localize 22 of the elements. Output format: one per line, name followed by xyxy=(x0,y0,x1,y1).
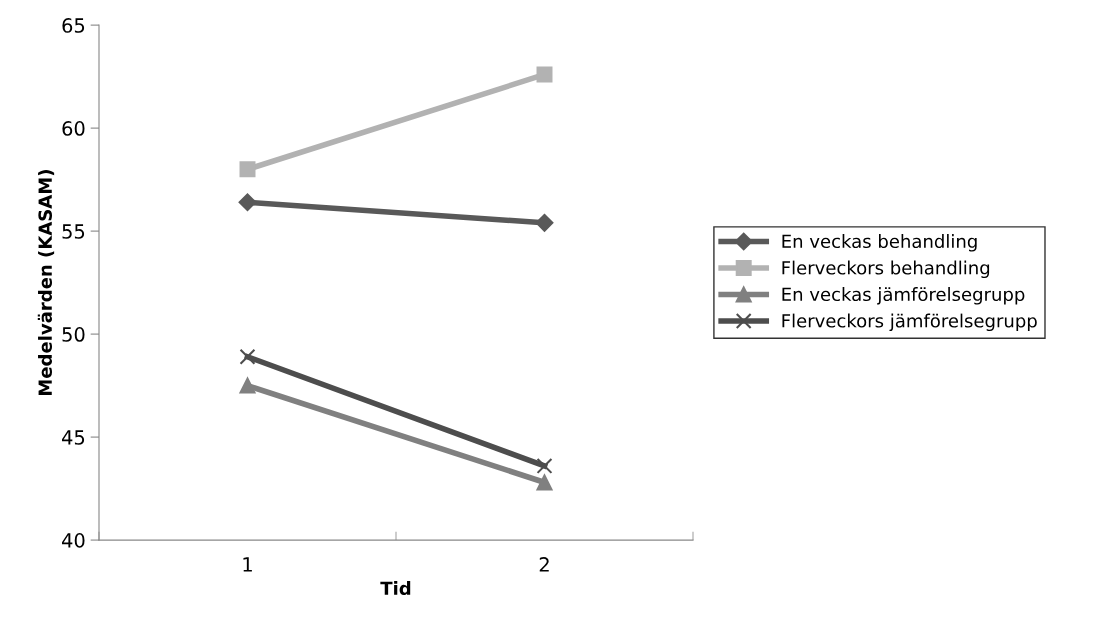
y-tick-label: 40 xyxy=(62,533,85,548)
point xyxy=(536,474,553,491)
point xyxy=(239,348,256,365)
point xyxy=(239,161,256,178)
point xyxy=(535,213,554,232)
y-tick-label: 45 xyxy=(62,430,85,445)
y-tick-label: 60 xyxy=(62,121,85,136)
point xyxy=(239,377,256,394)
x-axis-title: Tid xyxy=(380,581,411,596)
y-tick-label: 50 xyxy=(62,327,85,342)
x-tick-label: 1 xyxy=(243,557,252,572)
y-tick-label: 65 xyxy=(62,18,85,33)
legend-label: En veckas behandling xyxy=(782,234,977,252)
y-axis-title: Medelvärden (KASAM) xyxy=(37,170,55,396)
legend-label: En veckas jämförelsegrupp xyxy=(782,287,1025,305)
legend-label: Flerveckors behandling xyxy=(782,260,990,279)
point xyxy=(536,457,553,474)
y-tick-label: 55 xyxy=(62,224,85,239)
x-tick-label: 2 xyxy=(539,557,549,572)
point xyxy=(238,193,257,212)
legend-label: Flerveckors jämförelsegrupp xyxy=(782,313,1037,332)
point xyxy=(536,66,553,83)
